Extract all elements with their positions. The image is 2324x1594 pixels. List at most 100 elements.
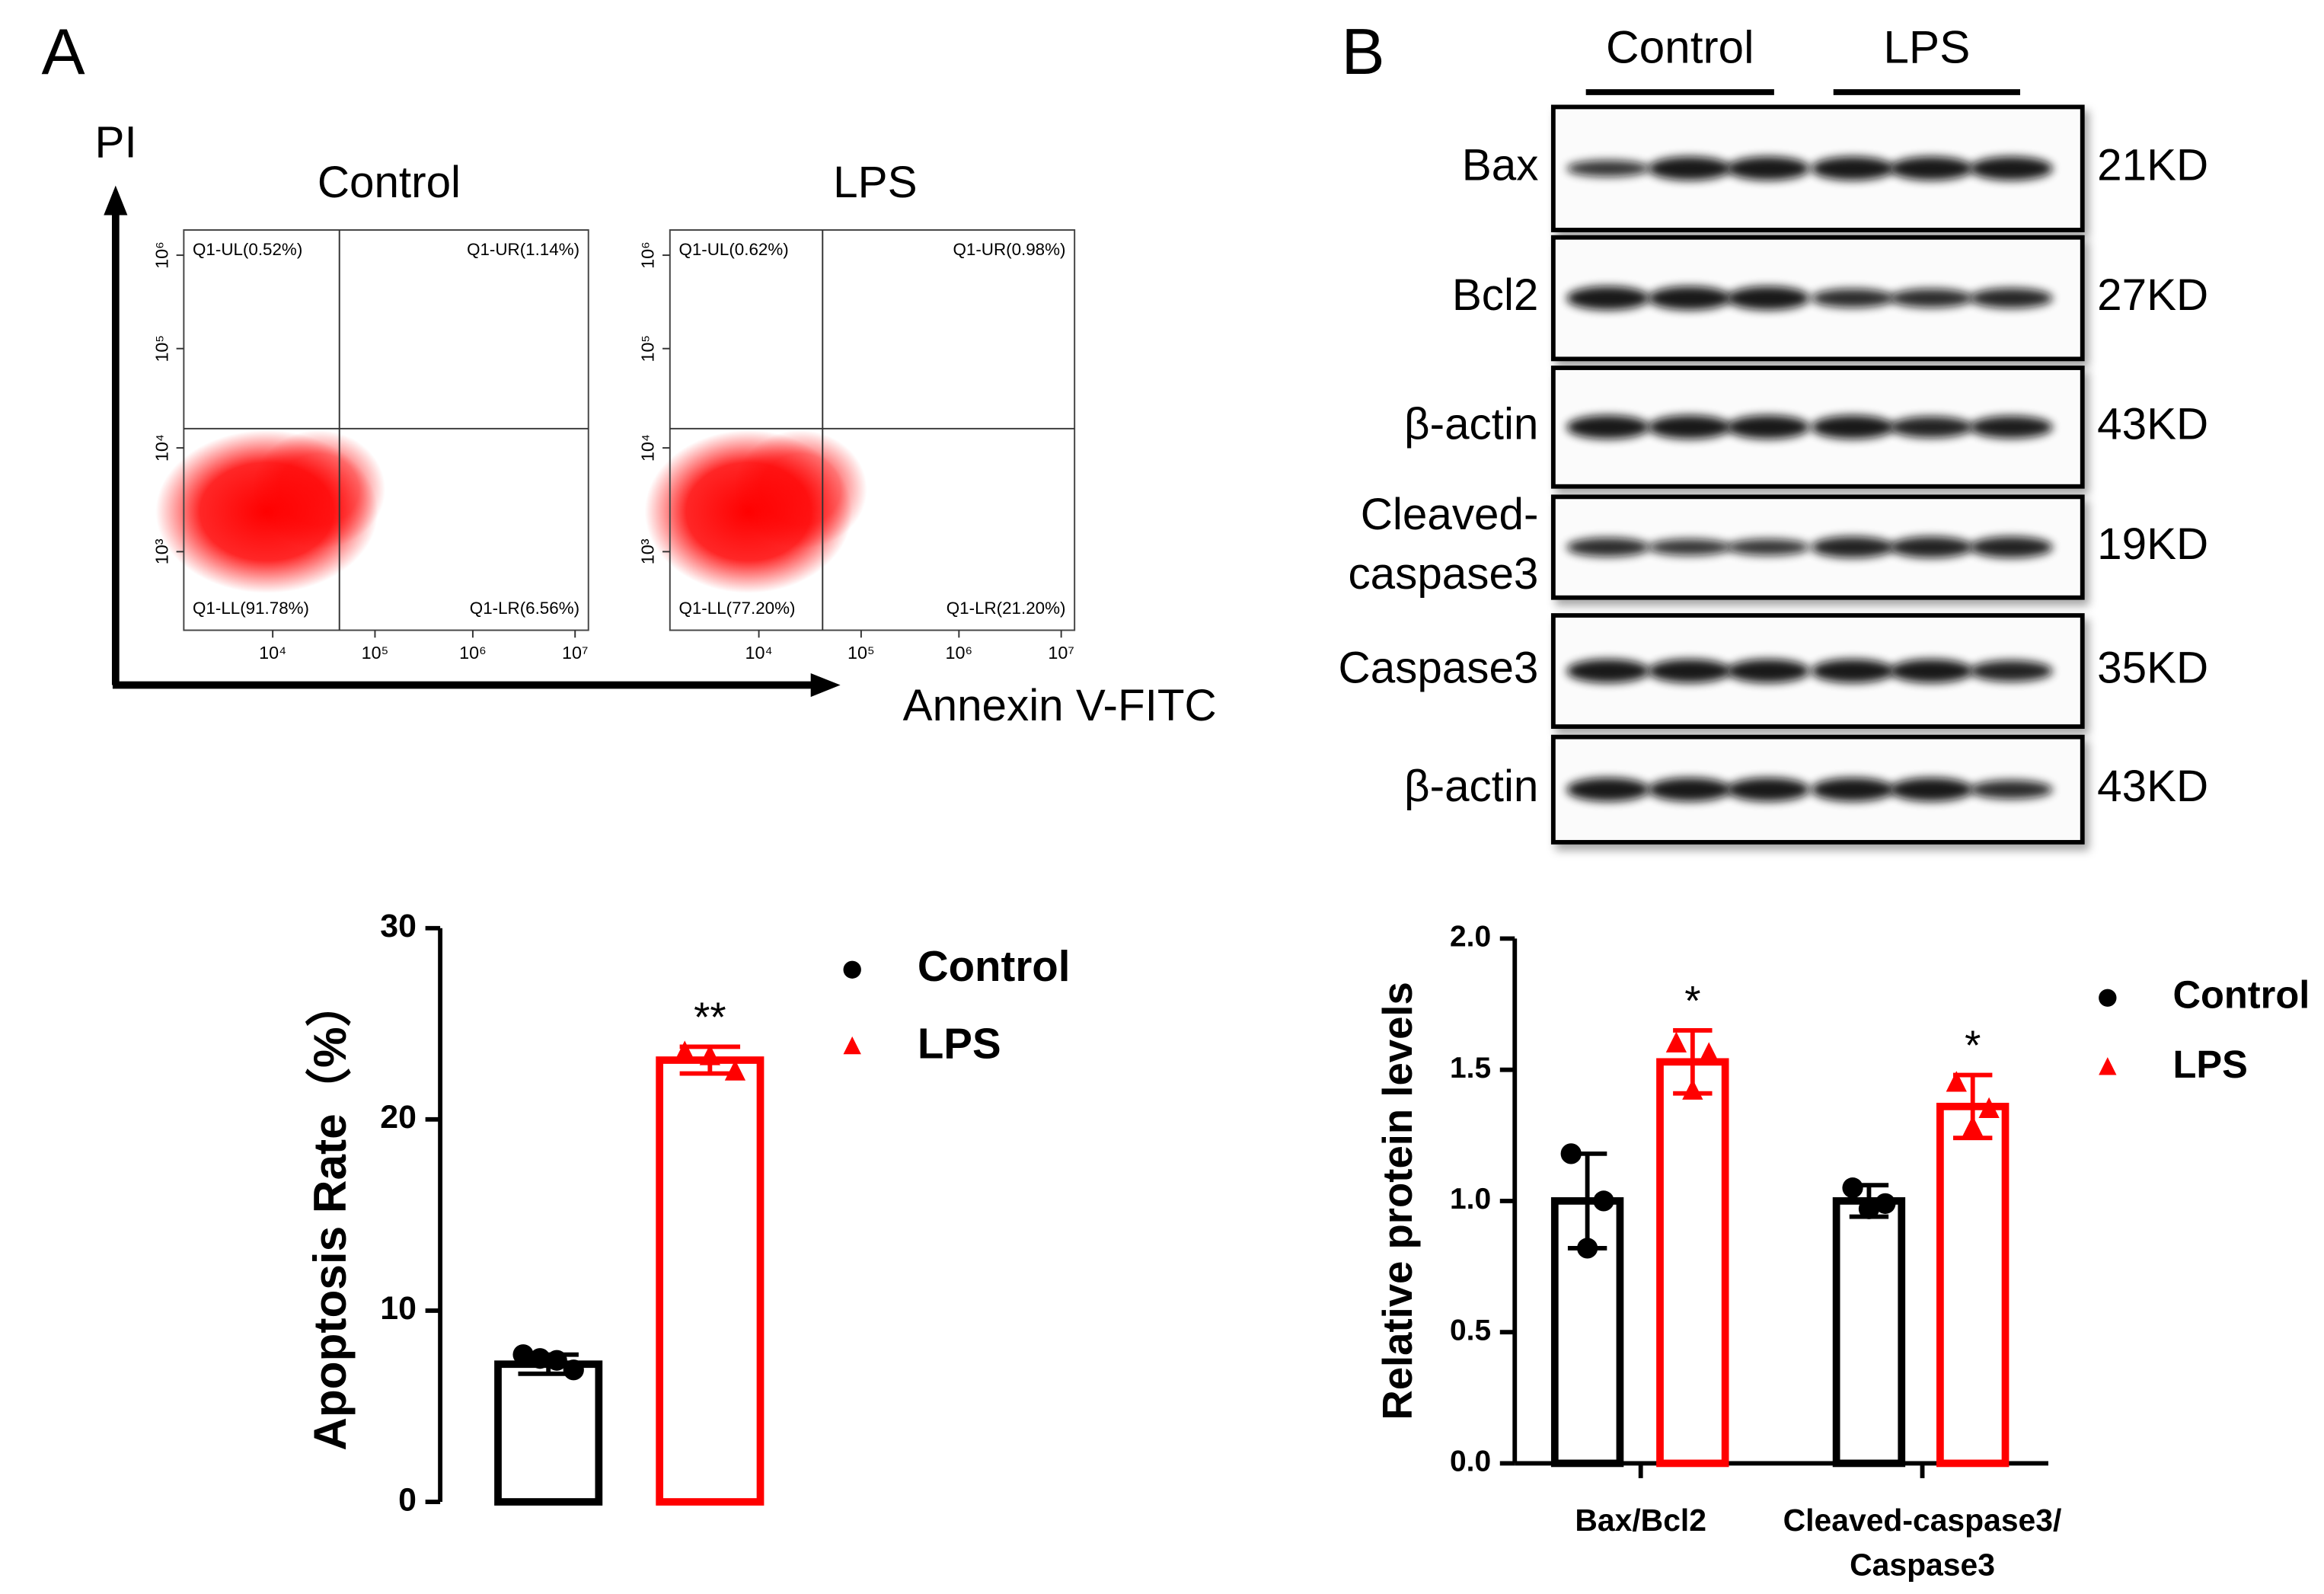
data-point: [1946, 1071, 1967, 1092]
band: [1811, 659, 1895, 683]
band: [1811, 415, 1895, 439]
significance: *: [1965, 1022, 1981, 1069]
data-point: [1665, 1031, 1687, 1053]
flow-title: Control: [318, 158, 461, 207]
band: [1889, 536, 1973, 558]
data-point: [512, 1344, 534, 1366]
legend-label: LPS: [918, 1019, 1001, 1067]
group-label: LPS: [1883, 21, 1970, 72]
flow-title: LPS: [833, 158, 917, 207]
row-label: Bax: [1462, 141, 1539, 190]
band: [1648, 538, 1732, 556]
y-tick-label: 10³: [152, 538, 171, 564]
quadrant-label: Q1-UR(0.98%): [953, 240, 1066, 259]
size-label: 43KD: [2097, 399, 2208, 449]
data-point: [724, 1059, 746, 1081]
band: [1811, 536, 1895, 558]
legend-marker: [2099, 989, 2117, 1007]
y-axis-label: Apoptosis Rate（%）: [304, 981, 356, 1451]
legend-marker: [843, 1036, 861, 1055]
significance: *: [1684, 977, 1700, 1024]
y-tick-label: 1.5: [1450, 1052, 1491, 1084]
data-point: [1682, 1078, 1703, 1100]
y-axis-label: Relative protein levels: [1374, 982, 1421, 1420]
data-point: [1560, 1143, 1582, 1164]
band: [1566, 778, 1650, 802]
band: [1969, 536, 2053, 558]
data-point: [1577, 1238, 1598, 1259]
data-point: [546, 1350, 567, 1371]
band: [1566, 160, 1650, 177]
row-label: caspase3: [1349, 549, 1539, 599]
band: [1811, 289, 1895, 308]
band: [1726, 538, 1810, 556]
bar: [1936, 1103, 2010, 1468]
band: [1648, 778, 1732, 802]
bar: [1832, 1197, 1906, 1468]
data-point: [563, 1359, 584, 1381]
quadrant-label: Q1-LR(21.20%): [947, 599, 1066, 618]
dot-cloud: [251, 430, 386, 549]
band: [1566, 659, 1650, 683]
band: [1889, 289, 1973, 308]
band: [1969, 780, 2053, 800]
y-tick-label: 0.0: [1450, 1445, 1491, 1478]
y-tick-label: 10⁴: [638, 434, 658, 462]
data-point: [1698, 1042, 1719, 1063]
quadrant-label: Q1-LL(77.20%): [678, 599, 795, 618]
band: [1566, 538, 1650, 557]
y-tick-label: 10⁵: [638, 335, 658, 363]
flow-x-label: Annexin V-FITC: [903, 681, 1217, 730]
y-tick-label: 2.0: [1450, 921, 1491, 954]
quadrant-label: Q1-UL(0.52%): [193, 240, 302, 259]
quadrant-label: Q1-UR(1.14%): [467, 240, 579, 259]
legend-label: LPS: [2172, 1043, 2247, 1086]
y-tick-label: 30: [380, 908, 417, 944]
group-label: Control: [1606, 21, 1754, 72]
size-label: 43KD: [2097, 762, 2208, 811]
band: [1889, 156, 1973, 180]
band: [1811, 156, 1895, 180]
data-point: [1842, 1177, 1863, 1199]
arrow-head: [810, 672, 841, 698]
band: [1889, 778, 1973, 802]
band: [1889, 659, 1973, 683]
x-tick-label: Cleaved-caspase3/: [1783, 1503, 2062, 1538]
x-tick-label: 10⁷: [562, 643, 588, 663]
band: [1648, 286, 1732, 311]
size-label: 35KD: [2097, 643, 2208, 692]
y-tick-label: 10: [380, 1290, 417, 1327]
flow-frame: [669, 229, 1076, 631]
flow-frame: [183, 229, 589, 631]
bar: [656, 1056, 765, 1506]
data-point: [1962, 1115, 1984, 1137]
bar: [494, 1360, 603, 1506]
significance: **: [694, 994, 726, 1040]
data-point: [699, 1044, 720, 1065]
y-tick-label: 10⁶: [638, 241, 658, 269]
band: [1726, 286, 1810, 311]
row-label: Caspase3: [1339, 643, 1539, 692]
band: [1969, 660, 2053, 682]
x-tick-label: Bax/Bcl2: [1575, 1503, 1706, 1538]
band: [1969, 156, 2053, 180]
panel-label: B: [1342, 15, 1385, 88]
x-tick-label: 10⁴: [259, 643, 286, 663]
quadrant-label: Q1-UL(0.62%): [678, 240, 788, 259]
x-tick-label: Caspase3: [1850, 1547, 1995, 1582]
y-tick-label: 0.5: [1450, 1314, 1491, 1346]
flow-y-label: PI: [95, 117, 137, 167]
x-tick-label: 10⁶: [459, 643, 487, 663]
panel-label: A: [42, 15, 85, 88]
x-tick-label: 10⁵: [848, 643, 875, 663]
legend-marker: [843, 960, 861, 979]
band: [1566, 415, 1650, 439]
data-point: [529, 1348, 551, 1369]
row-label: β-actin: [1404, 762, 1538, 811]
band: [1969, 288, 2053, 308]
data-point: [1875, 1193, 1896, 1214]
dot-cloud: [733, 430, 867, 549]
data-point: [674, 1040, 695, 1062]
quadrant-label: Q1-LR(6.56%): [470, 599, 579, 618]
